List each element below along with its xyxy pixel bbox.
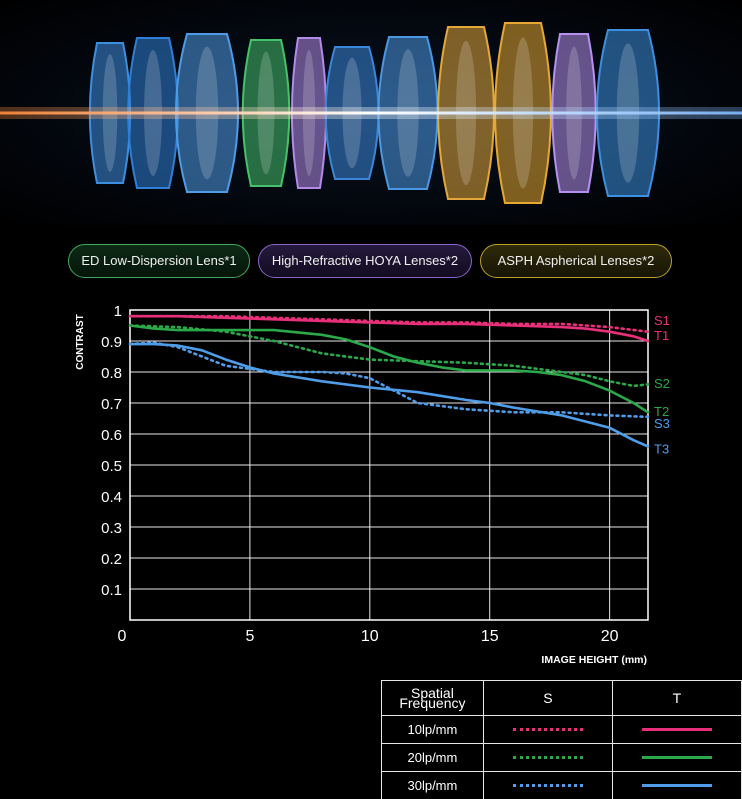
- legend-t-line-30lp: [641, 783, 712, 787]
- legend-s-line-30lp: [512, 783, 583, 787]
- y-tick-label: 0.5: [101, 458, 122, 475]
- series-line-t2: [128, 324, 650, 414]
- lens-cross-section: [0, 22, 742, 204]
- x-axis-label: IMAGE HEIGHT (mm): [541, 654, 647, 666]
- series-line-t3: [128, 342, 650, 448]
- x-tick-label: 10: [361, 628, 379, 645]
- y-tick-label: 0.4: [101, 489, 122, 506]
- y-axis-label: CONTRAST: [75, 314, 86, 370]
- mtf-legend-table: Spatial Frequency S T 10lp/mm 20lp/mm 30…: [381, 680, 742, 799]
- legend-t-line-10lp: [641, 727, 712, 731]
- y-tick-label: 0.7: [101, 396, 122, 413]
- legend-row-20lp: 20lp/mm: [381, 743, 742, 772]
- x-tick-label: 5: [245, 628, 254, 645]
- mtf-chart: 1 0.9 0.8 0.7 0.6 0.5 0.4 0.3 0.2 0.1 0 5 10 15 20 CONT…: [75, 303, 670, 666]
- legend-row-10lp: 10lp/mm: [381, 715, 742, 744]
- y-tick-label: 0.2: [101, 551, 122, 568]
- series-end-label-t2: T2: [654, 404, 669, 419]
- series-line-s2: [128, 324, 650, 388]
- lens-type-badges: ED Low-Dispersion Lens*1 High-Refractive…: [0, 244, 742, 280]
- y-tick-label: 0.3: [101, 520, 122, 537]
- series-end-label-t3: T3: [654, 442, 669, 457]
- series-line-s3: [128, 341, 650, 419]
- light-beam: [0, 111, 742, 115]
- y-tick-label: 0.8: [101, 365, 122, 382]
- legend-header-spatial-frequency: Spatial Frequency: [381, 680, 484, 716]
- series-end-label-t1: T1: [654, 328, 669, 343]
- legend-row-30lp: 30lp/mm: [381, 771, 742, 799]
- badge-asph-aspherical: ASPH Aspherical Lenses*2: [480, 244, 672, 278]
- series-line-s1: [128, 314, 650, 334]
- legend-header-t: T: [611, 680, 742, 716]
- legend-header-row: Spatial Frequency S T: [381, 680, 742, 716]
- x-tick-label: 0: [118, 628, 127, 645]
- badge-high-refractive-hoya: High-Refractive HOYA Lenses*2: [258, 244, 472, 278]
- legend-row-label: 10lp/mm: [381, 715, 484, 744]
- y-tick-label: 0.1: [101, 582, 122, 599]
- legend-row-label: 20lp/mm: [381, 743, 484, 772]
- y-tick-label: 0.6: [101, 427, 122, 444]
- y-tick-label: 0.9: [101, 334, 122, 351]
- series-end-label-s1: S1: [654, 313, 670, 328]
- badge-ed-low-dispersion: ED Low-Dispersion Lens*1: [68, 244, 250, 278]
- legend-s-line-10lp: [512, 727, 583, 731]
- series-line-t1: [128, 314, 650, 343]
- legend-t-line-20lp: [641, 755, 712, 759]
- series-end-label-s2: S2: [654, 376, 670, 391]
- y-tick-label: 1: [114, 303, 122, 320]
- x-tick-label: 15: [481, 628, 499, 645]
- legend-header-s: S: [482, 680, 613, 716]
- legend-row-label: 30lp/mm: [381, 771, 484, 799]
- series-end-label-s3: S3: [654, 416, 670, 431]
- legend-s-line-20lp: [512, 755, 583, 759]
- lens-element-illustration: [0, 0, 742, 225]
- x-tick-label: 20: [601, 628, 619, 645]
